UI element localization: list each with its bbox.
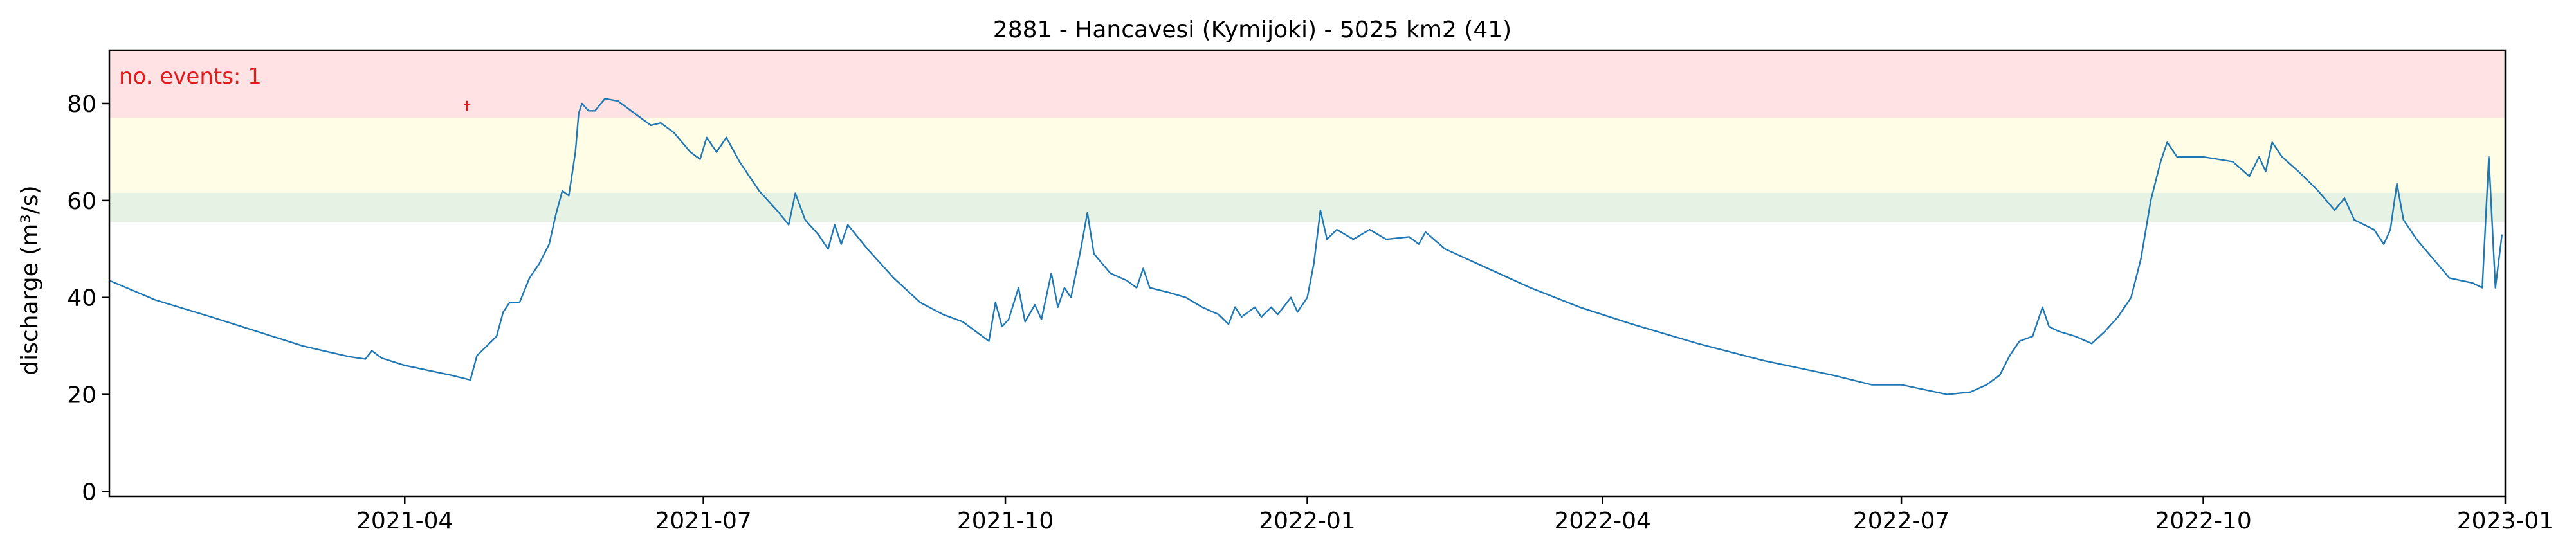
x-tick-label: 2022-04 [1555, 508, 1651, 534]
events-layer [464, 100, 471, 111]
x-axis: 2021-04 2021-07 2021-10 2022-01 2022-04 2022-… [356, 496, 2553, 534]
y-tick-label: 80 [67, 91, 96, 118]
y-tick-label: 60 [67, 188, 96, 215]
events-annotation: no. events: 1 [119, 64, 262, 89]
threshold-bands [109, 50, 2505, 222]
x-tick-label: 2022-01 [1259, 508, 1355, 534]
x-tick-label: 2021-10 [957, 508, 1054, 534]
chart-title: 2881 - Hancavesi (Kymijoki) - 5025 km2 (… [993, 17, 1512, 43]
x-tick-label: 2023-01 [2457, 508, 2553, 534]
band-green [109, 192, 2505, 222]
y-axis-label: discharge (m³/s) [17, 185, 43, 375]
series-layer [109, 98, 2503, 395]
band-yellow [109, 118, 2505, 193]
x-tick-label: 2022-10 [2155, 508, 2251, 534]
y-tick-label: 40 [67, 285, 96, 312]
x-tick-label: 2021-04 [356, 508, 453, 534]
band-red [109, 50, 2505, 118]
plot-frame [108, 49, 2507, 498]
y-axis: 0 20 40 60 80 [67, 91, 109, 505]
x-tick-label: 2021-07 [655, 508, 751, 534]
x-tick-label: 2022-07 [1853, 508, 1950, 534]
y-tick-label: 0 [82, 479, 96, 505]
series-line-0 [109, 98, 2503, 395]
y-tick-label: 20 [67, 383, 96, 409]
